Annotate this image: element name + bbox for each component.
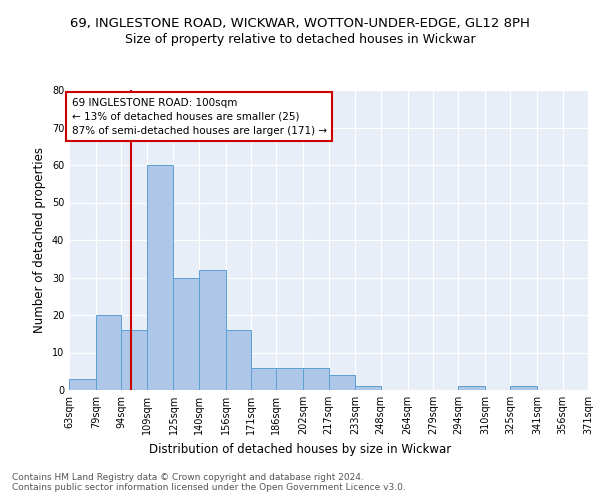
Text: 69, INGLESTONE ROAD, WICKWAR, WOTTON-UNDER-EDGE, GL12 8PH: 69, INGLESTONE ROAD, WICKWAR, WOTTON-UND… (70, 18, 530, 30)
Bar (96, 315, 121, 390)
Bar (511, 386, 538, 390)
Text: 69 INGLESTONE ROAD: 100sqm
← 13% of detached houses are smaller (25)
87% of semi: 69 INGLESTONE ROAD: 100sqm ← 13% of deta… (71, 98, 327, 136)
Bar (355, 386, 381, 390)
Text: Size of property relative to detached houses in Wickwar: Size of property relative to detached ho… (125, 32, 475, 46)
Bar (329, 375, 355, 390)
Text: Contains public sector information licensed under the Open Government Licence v3: Contains public sector information licen… (12, 484, 406, 492)
Bar (199, 270, 226, 390)
Bar (251, 368, 276, 390)
Y-axis label: Number of detached properties: Number of detached properties (33, 147, 46, 333)
Bar (69, 379, 96, 390)
Bar (226, 330, 251, 390)
Bar (458, 386, 485, 390)
Bar (121, 330, 146, 390)
Bar (303, 368, 329, 390)
Bar (146, 165, 173, 390)
Bar (173, 278, 199, 390)
Text: Contains HM Land Registry data © Crown copyright and database right 2024.: Contains HM Land Registry data © Crown c… (12, 472, 364, 482)
Bar (276, 368, 303, 390)
Text: Distribution of detached houses by size in Wickwar: Distribution of detached houses by size … (149, 442, 451, 456)
